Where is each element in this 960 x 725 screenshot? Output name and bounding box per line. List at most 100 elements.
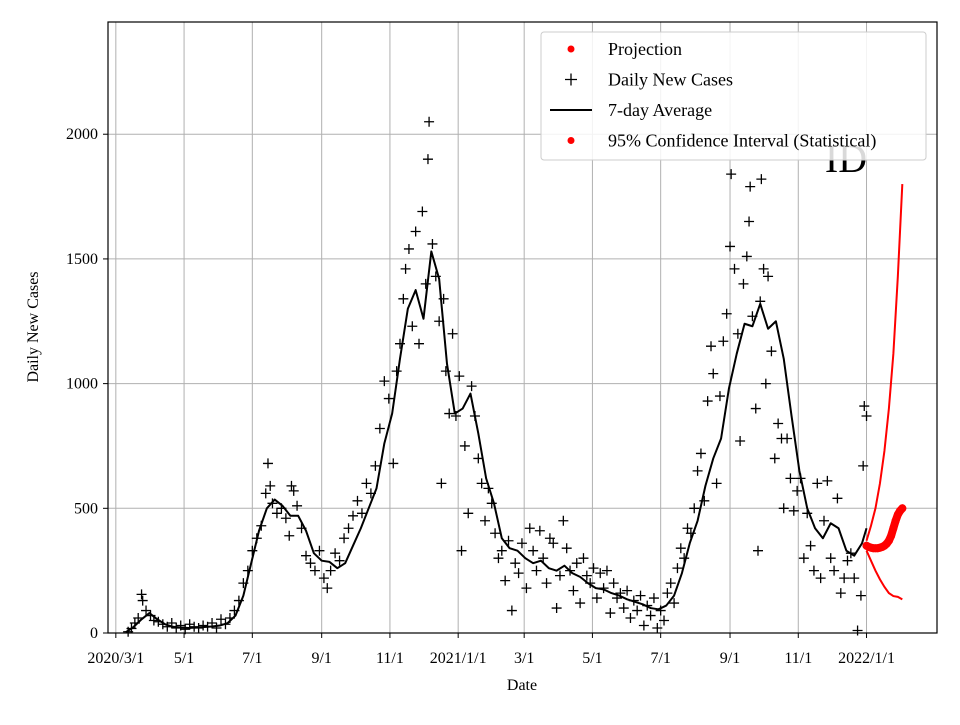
daily-case-marker [454, 371, 465, 382]
tick-layer: 2020/3/1 5/1 7/1 9/1 11/1 2021/1/1 3/1 5/1 7/1 9/… [66, 126, 895, 667]
daily-case-marker [325, 565, 336, 576]
daily-case-marker [198, 620, 209, 631]
x-tick-label: 2020/3/1 [87, 650, 144, 667]
daily-case-marker [788, 505, 799, 516]
daily-case-marker [309, 565, 320, 576]
daily-case-marker [265, 480, 276, 491]
daily-case-marker [738, 278, 749, 289]
daily-case-marker [725, 241, 736, 252]
daily-case-marker [855, 590, 866, 601]
daily-case-marker [374, 423, 385, 434]
daily-case-marker [407, 321, 418, 332]
x-tick-label: 11/1 [376, 650, 404, 667]
daily-case-marker [672, 563, 683, 574]
daily-case-marker [280, 513, 291, 524]
daily-case-marker [493, 553, 504, 564]
daily-case-marker [211, 623, 222, 634]
legend: Projection Daily New Cases 7-day Average 95… [540, 31, 927, 161]
daily-case-marker [812, 478, 823, 489]
daily-case-marker [137, 595, 148, 606]
daily-case-marker [706, 341, 717, 352]
daily-case-marker [473, 453, 484, 464]
daily-case-marker [318, 573, 329, 584]
daily-case-marker [718, 336, 729, 347]
daily-case-marker [756, 174, 767, 185]
daily-case-marker [480, 515, 491, 526]
daily-case-marker [752, 545, 763, 556]
plot-frame [107, 21, 938, 634]
daily-case-marker [136, 589, 147, 600]
legend-marker-projection [567, 45, 575, 53]
daily-case-marker [361, 478, 372, 489]
daily-case-marker [785, 473, 796, 484]
projection-point [891, 516, 900, 525]
y-tick-label: 500 [74, 500, 98, 517]
daily-case-marker [459, 440, 470, 451]
daily-case-marker [622, 585, 633, 596]
daily-case-marker [521, 583, 532, 594]
legend-label-ci: 95% Confidence Interval (Statistical) [608, 131, 876, 152]
daily-case-marker [849, 573, 860, 584]
daily-case-marker [638, 620, 649, 631]
daily-case-marker [322, 583, 333, 594]
daily-case-marker [808, 565, 819, 576]
y-tick-label: 0 [90, 625, 98, 642]
daily-case-marker [829, 565, 840, 576]
daily-case-marker [859, 401, 870, 412]
daily-case-marker [447, 328, 458, 339]
daily-case-marker [314, 545, 325, 556]
daily-case-marker [466, 381, 477, 392]
projection-point [889, 524, 898, 533]
daily-case-marker [595, 568, 606, 579]
daily-case-marker [632, 605, 643, 616]
daily-case-marker [288, 485, 299, 496]
daily-case-marker [339, 533, 350, 544]
daily-case-marker [292, 500, 303, 511]
daily-case-marker [334, 555, 345, 566]
daily-case-marker [260, 488, 271, 499]
daily-case-marker [773, 418, 784, 429]
daily-case-marker [618, 603, 629, 614]
daily-case-marker [766, 346, 777, 357]
daily-case-marker [486, 498, 497, 509]
daily-case-marker [858, 460, 869, 471]
daily-case-marker [503, 535, 514, 546]
daily-case-marker [861, 411, 872, 422]
daily-case-marker [711, 478, 722, 489]
y-tick-label: 1500 [66, 251, 98, 268]
x-tick-label: 5/1 [582, 650, 602, 667]
daily-case-marker [343, 523, 354, 534]
daily-case-marker [506, 605, 517, 616]
daily-case-marker [286, 480, 297, 491]
daily-case-marker [699, 495, 710, 506]
y-tick-label: 1000 [66, 376, 98, 393]
daily-case-marker [379, 376, 390, 387]
daily-case-marker [805, 540, 816, 551]
daily-case-marker [370, 460, 381, 471]
daily-case-marker [424, 116, 435, 127]
daily-case-marker [456, 545, 467, 556]
daily-case-marker [608, 578, 619, 589]
x-tick-label: 3/1 [514, 650, 534, 667]
daily-case-marker [541, 578, 552, 589]
daily-case-marker [398, 293, 409, 304]
daily-case-marker [500, 575, 511, 586]
daily-case-marker [832, 493, 843, 504]
projection-point [898, 504, 907, 513]
daily-case-marker [588, 563, 599, 574]
daily-case-marker [420, 278, 431, 289]
daily-case-marker [708, 368, 719, 379]
daily-case-marker [301, 550, 312, 561]
daily-case-marker [822, 475, 833, 486]
legend-label-projection: Projection [608, 39, 682, 59]
daily-case-marker [356, 508, 367, 519]
x-axis-label: Date [507, 677, 537, 694]
daily-case-marker [669, 598, 680, 609]
daily-case-marker [852, 625, 863, 636]
legend-label-avg: 7-day Average [608, 100, 712, 120]
daily-case-marker [601, 565, 612, 576]
daily-case-marker [551, 603, 562, 614]
x-tick-label: 5/1 [174, 650, 194, 667]
daily-case-marker [835, 588, 846, 599]
